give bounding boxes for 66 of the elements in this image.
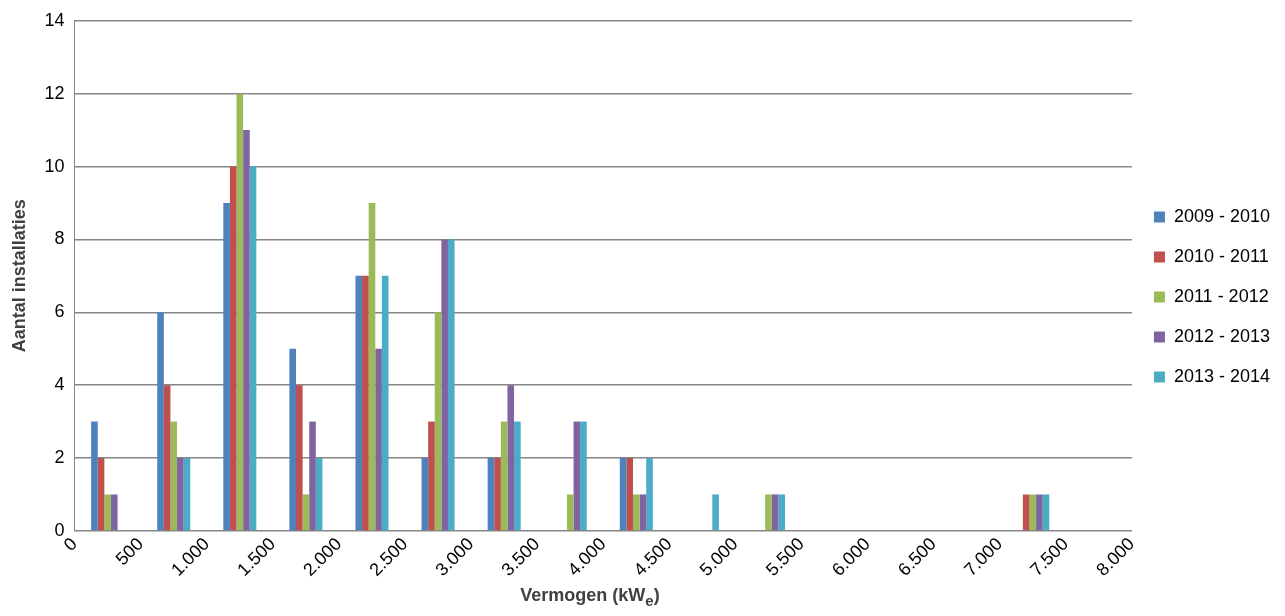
bar <box>500 421 508 531</box>
bar <box>626 458 634 531</box>
bar <box>646 458 653 531</box>
bar <box>289 348 296 531</box>
y-tick-label: 0 <box>54 519 65 540</box>
bar <box>183 458 191 531</box>
bar <box>765 494 772 531</box>
bar <box>514 421 521 531</box>
bar <box>428 421 435 531</box>
bar <box>309 421 316 531</box>
bar <box>295 385 303 531</box>
bar <box>229 166 237 531</box>
bar <box>712 494 719 531</box>
bar <box>639 494 647 531</box>
bar <box>778 494 785 531</box>
bar <box>302 494 310 531</box>
bar <box>580 421 587 531</box>
bar <box>619 458 627 531</box>
bar <box>157 312 164 531</box>
bar <box>421 458 429 531</box>
x-tick-label: 500 <box>111 533 148 570</box>
bar <box>243 130 250 531</box>
bar <box>163 385 171 531</box>
y-tick-label: 6 <box>54 301 65 322</box>
y-tick-label: 10 <box>44 155 65 176</box>
bar <box>633 494 640 531</box>
bar <box>368 202 376 531</box>
bar <box>1042 494 1050 531</box>
bar <box>104 494 111 531</box>
y-tick-label: 4 <box>54 374 65 395</box>
y-tick-label: 8 <box>54 228 65 249</box>
bar <box>434 312 442 531</box>
bar <box>1022 494 1030 531</box>
y-axis-title: Aantal installaties <box>8 199 29 353</box>
bar <box>170 421 178 531</box>
y-tick-label: 2 <box>54 446 65 467</box>
bar <box>447 239 455 531</box>
legend-label: 2013 - 2014 <box>1173 365 1271 386</box>
bar <box>362 275 369 531</box>
legend-label: 2011 - 2012 <box>1173 285 1269 306</box>
bar <box>355 275 363 531</box>
x-axis-title: Vermogen (kW$_{e}$) <box>519 585 661 609</box>
bar <box>1036 494 1043 531</box>
bar <box>249 166 257 531</box>
legend-label: 2012 - 2013 <box>1173 325 1271 346</box>
bar <box>236 93 244 531</box>
legend-label: 2010 - 2011 <box>1173 245 1269 266</box>
bar <box>441 239 448 531</box>
bar <box>566 494 574 531</box>
bar <box>110 494 118 531</box>
bar <box>375 348 382 531</box>
bar <box>177 458 184 531</box>
y-tick-label: 12 <box>44 82 65 103</box>
bar <box>771 494 779 531</box>
bar <box>487 458 495 531</box>
bar <box>97 458 105 531</box>
legend-label: 2009 - 2010 <box>1173 205 1271 226</box>
y-tick-label: 14 <box>44 9 65 30</box>
bar <box>381 275 389 531</box>
bar <box>315 458 323 531</box>
bar <box>1029 494 1037 531</box>
bar <box>507 385 515 531</box>
bar <box>223 202 230 531</box>
bar <box>494 458 501 531</box>
bar <box>573 421 581 531</box>
bar <box>91 421 98 531</box>
